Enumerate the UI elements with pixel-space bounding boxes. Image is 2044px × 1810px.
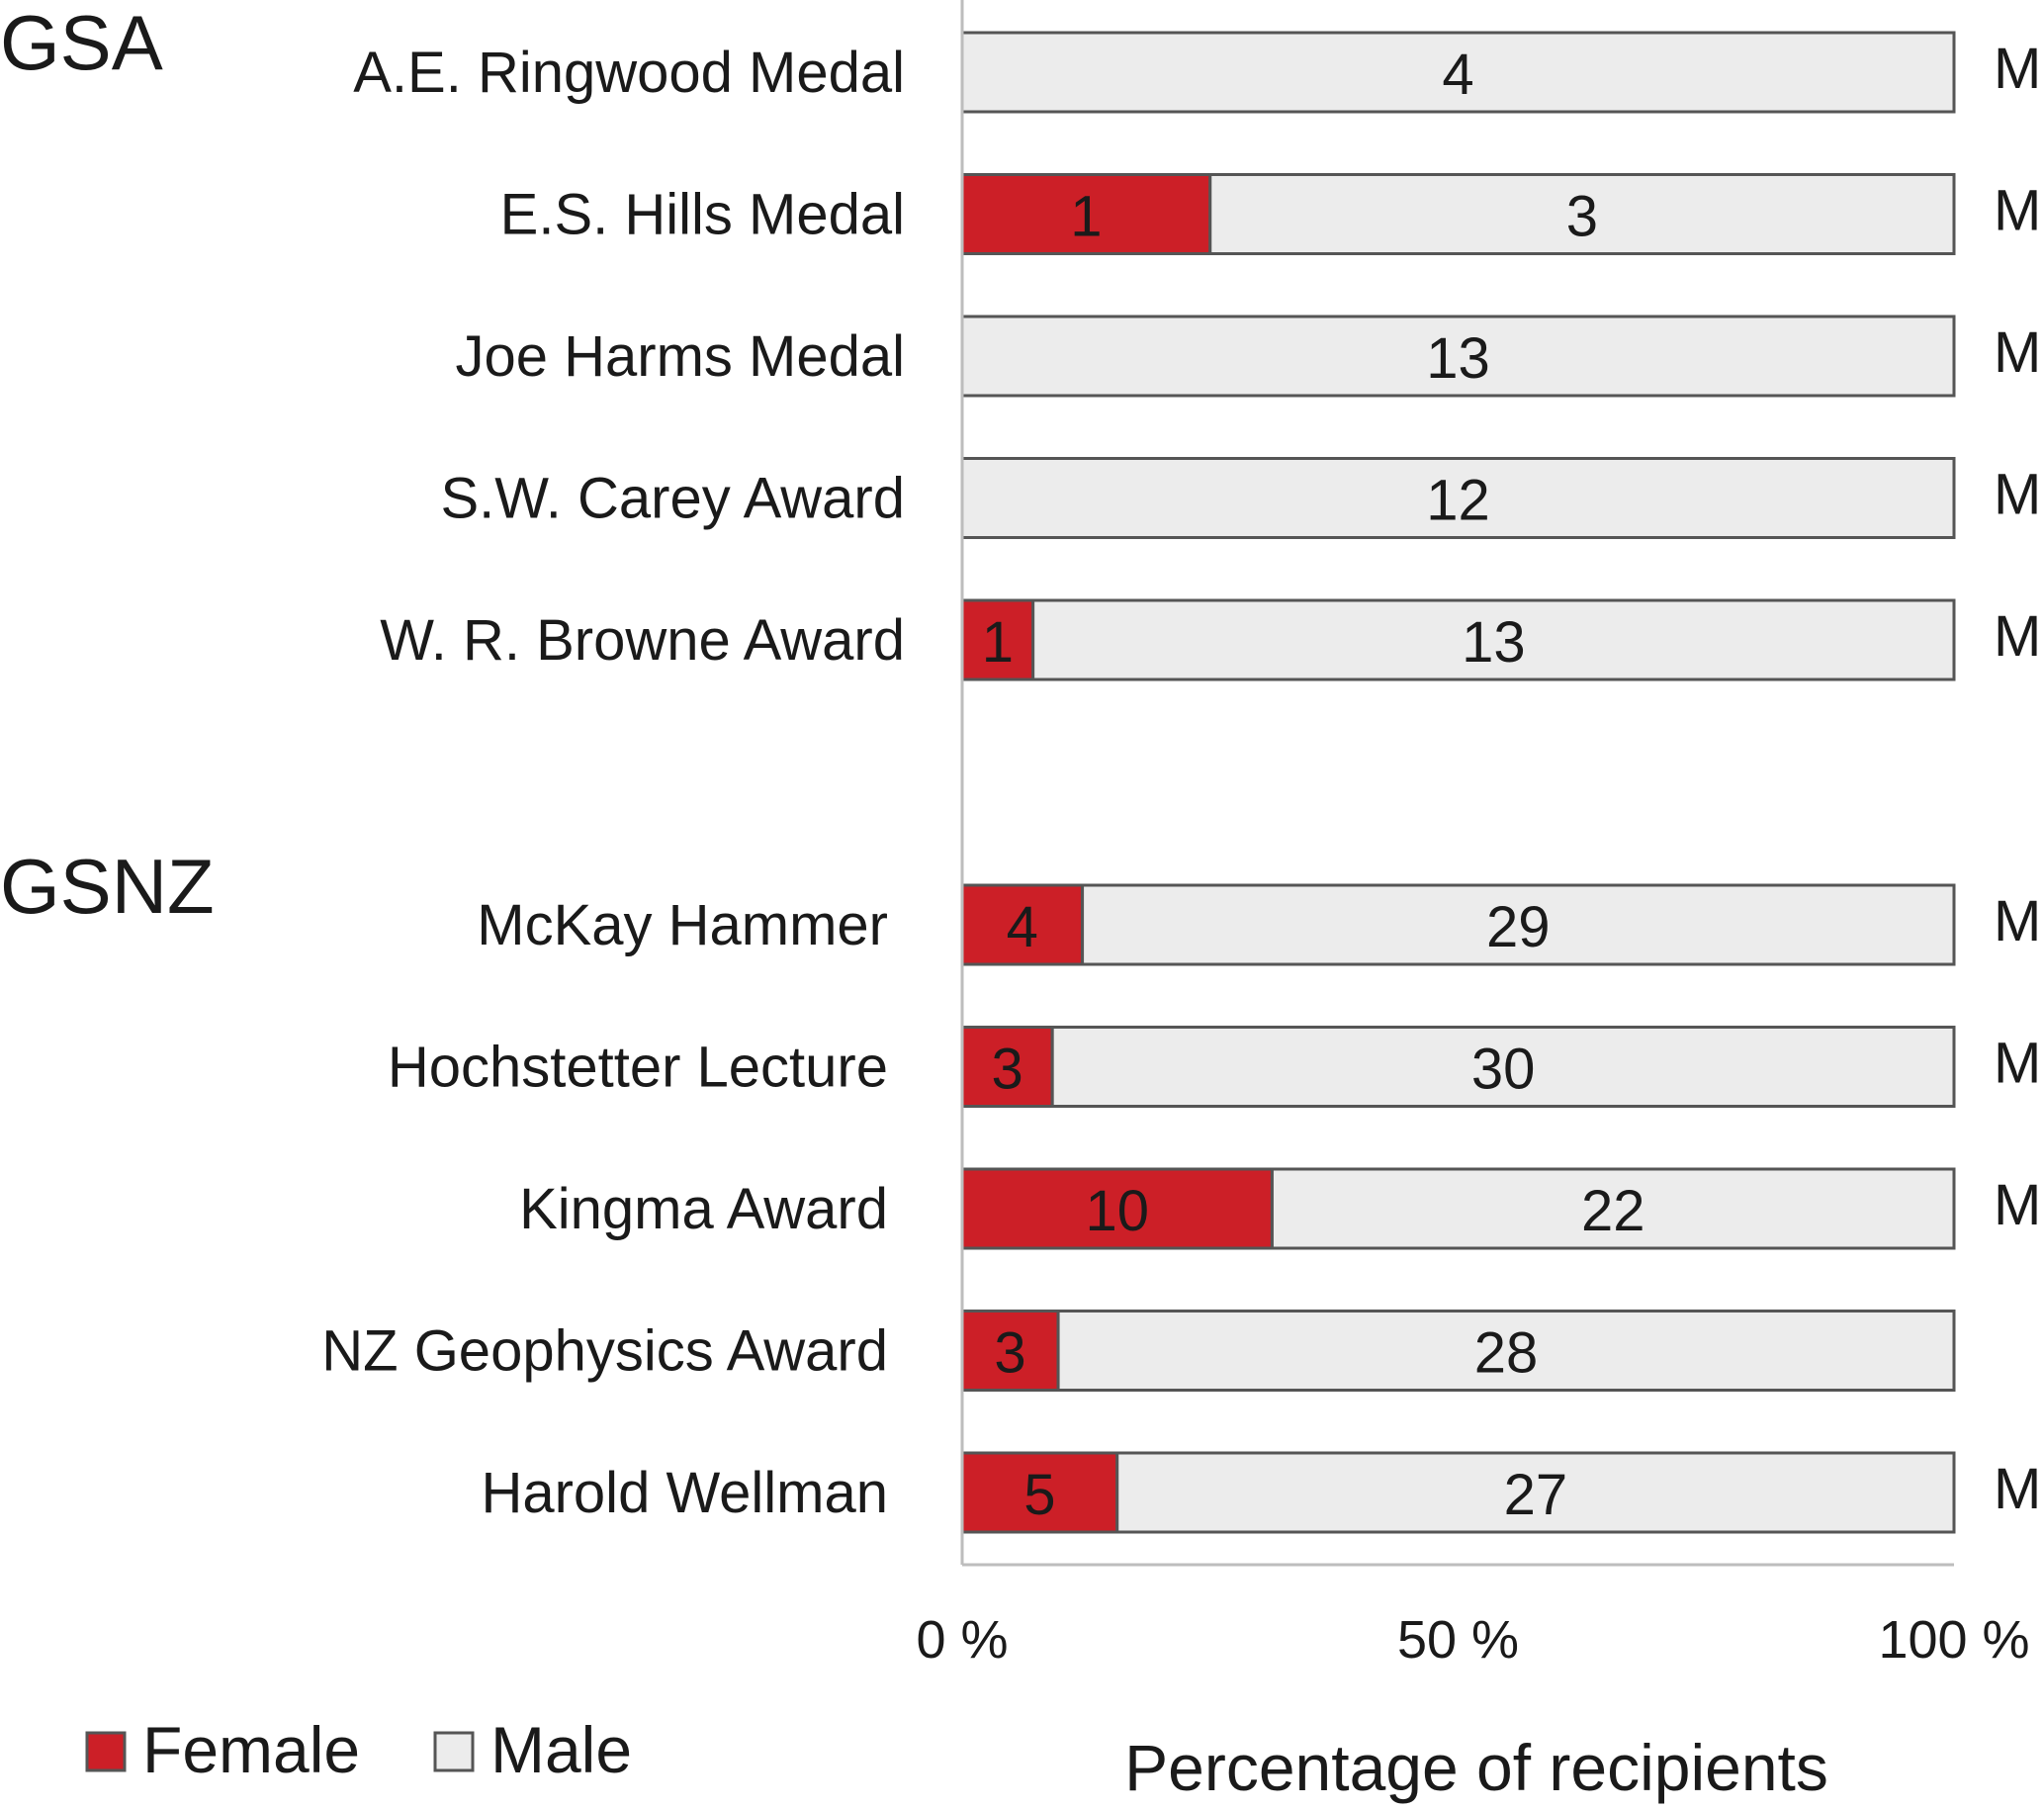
bar-male: [1031, 598, 1956, 681]
right-edge-label: M: [1994, 889, 2041, 953]
data-label-male: 27: [1504, 1463, 1568, 1527]
bar-female: [960, 173, 1212, 255]
x-tick-label: 0 %: [916, 1610, 1008, 1670]
bar-male: [1050, 1026, 1956, 1108]
legend: Female Male: [85, 1713, 632, 1786]
data-label-male: 4: [1442, 43, 1473, 107]
x-tick-label: 100 %: [1878, 1610, 2029, 1670]
x-axis: 0 % 50 % 100 % Percentage of recipients: [916, 0, 2030, 1804]
category-label: Hochstetter Lecture: [388, 1036, 888, 1100]
data-label-male: 13: [1426, 326, 1490, 391]
bar-male: [1270, 1167, 1956, 1250]
right-edge-label: M: [1994, 179, 2041, 243]
right-edge-label: M: [1994, 463, 2041, 527]
data-label-male: 13: [1462, 610, 1526, 675]
bar-male: [960, 31, 1956, 114]
category-label: A.E. Ringwood Medal: [353, 41, 905, 105]
category-label: Joe Harms Medal: [456, 324, 905, 389]
data-label-female: 5: [1023, 1463, 1055, 1527]
legend-label: Male: [490, 1713, 632, 1786]
group-label: GSNZ: [0, 843, 215, 930]
data-label-male: 28: [1474, 1321, 1539, 1386]
data-label-female: 1: [1070, 185, 1102, 249]
bar-female: [960, 883, 1085, 966]
right-edge-label: M: [1994, 37, 2041, 101]
category-label: NZ Geophysics Award: [321, 1319, 888, 1384]
data-label-male: 29: [1486, 895, 1551, 959]
data-label-female: 3: [991, 1038, 1022, 1102]
data-label-male: 30: [1471, 1038, 1536, 1102]
category-label: McKay Hammer: [477, 893, 888, 957]
right-edge-label: M: [1994, 320, 2041, 385]
data-label-female: 10: [1085, 1179, 1149, 1243]
category-label: Harold Wellman: [481, 1461, 888, 1525]
right-edge-label: M: [1994, 1173, 2041, 1237]
data-label-female: 3: [994, 1321, 1025, 1386]
x-axis-title: Percentage of recipients: [1124, 1731, 1828, 1804]
bar-male: [1115, 1451, 1956, 1534]
group-label: GSA: [0, 0, 163, 86]
right-edge-label: M: [1994, 1032, 2041, 1096]
data-label-male: 3: [1566, 185, 1598, 249]
category-label: Kingma Award: [519, 1177, 888, 1241]
bar-male: [1081, 883, 1956, 966]
legend-swatch: [433, 1731, 475, 1772]
data-label-male: 22: [1581, 1179, 1645, 1243]
labels-layer: GSA A.E. Ringwood Medal M E.S. Hills Medal M…: [0, 0, 2041, 1525]
data-label-female: 1: [982, 610, 1014, 675]
bar-male: [1056, 1310, 1956, 1392]
bar-female: [960, 1026, 1054, 1108]
legend-swatch: [85, 1731, 127, 1772]
data-label-female: 4: [1007, 895, 1038, 959]
bar-female: [960, 1167, 1274, 1250]
data-label-male: 12: [1426, 469, 1490, 533]
category-label: S.W. Carey Award: [440, 467, 905, 531]
x-tick-label: 50 %: [1397, 1610, 1519, 1670]
category-label: E.S. Hills Medal: [500, 183, 905, 247]
bar-male: [960, 315, 1956, 398]
right-edge-label: M: [1994, 604, 2041, 669]
right-edge-label: M: [1994, 1457, 2041, 1521]
bar-male: [1208, 173, 1956, 255]
category-label: W. R. Browne Award: [380, 608, 905, 673]
legend-label: Female: [142, 1713, 360, 1786]
